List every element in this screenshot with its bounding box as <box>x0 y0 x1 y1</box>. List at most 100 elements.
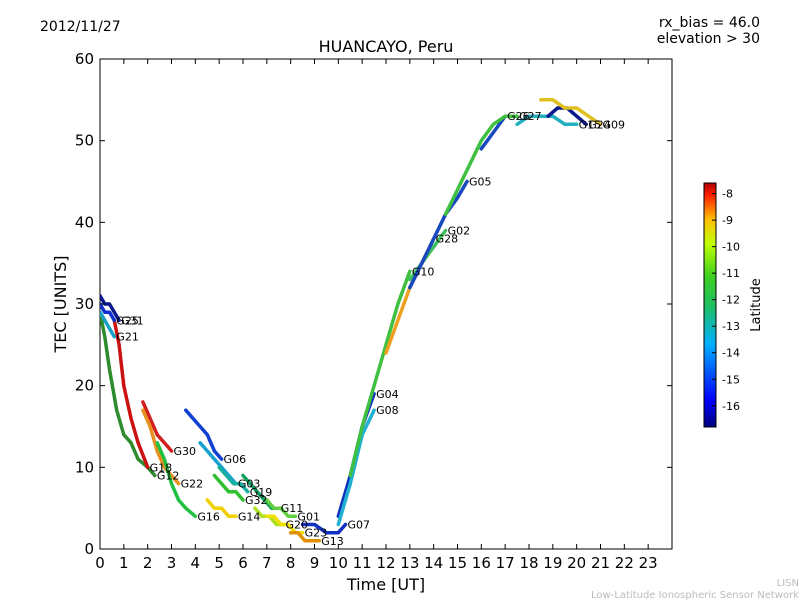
y-axis-label: TEC [UNITS] <box>51 256 70 354</box>
series-label: G25 <box>116 314 139 327</box>
x-tick-label: 10 <box>329 554 348 572</box>
x-tick-label: 7 <box>262 554 272 572</box>
series-line-g06 <box>184 408 224 461</box>
colorbar-ticks: -8 -9 -10 -11 -12 -13 -14 -15 -16 <box>712 188 740 413</box>
series-label: G21 <box>116 331 139 344</box>
series-label: G07 <box>347 519 370 532</box>
x-tick-label: 3 <box>167 554 177 572</box>
x-tick-label: 22 <box>615 554 634 572</box>
series-label: G22 <box>181 478 204 491</box>
series-line-g32 <box>212 473 245 502</box>
series-label: G28 <box>436 233 459 246</box>
series-label: G32 <box>245 494 268 507</box>
x-tick-label: 14 <box>424 554 443 572</box>
series-line-g08 <box>336 408 376 527</box>
plot-area <box>99 58 673 550</box>
x-tick-label: 21 <box>591 554 610 572</box>
x-tick-label: 18 <box>519 554 538 572</box>
colorbar-tick-label: -9 <box>722 214 733 227</box>
series-line-g02 <box>408 228 448 282</box>
series-label: G04 <box>376 388 399 401</box>
x-tick-label: 23 <box>639 554 658 572</box>
series-line-g09 <box>539 98 603 127</box>
footer-org-full: Low-Latitude Ionospheric Sensor Network <box>591 590 799 600</box>
series-label: G23 <box>305 527 328 540</box>
x-tick-label: 8 <box>286 554 296 572</box>
colorbar-tick-label: -14 <box>722 347 740 360</box>
series-line-g07 <box>300 522 348 535</box>
series-line-g22 <box>141 408 181 486</box>
x-tick-label: 16 <box>472 554 491 572</box>
x-tick-label: 11 <box>353 554 372 572</box>
series-line-g10 <box>348 269 412 478</box>
series-label: G05 <box>469 176 492 189</box>
series-label: G16 <box>197 510 220 523</box>
series-line-g12 <box>100 310 157 478</box>
series-label: G31 <box>121 314 144 327</box>
series-label: G18 <box>150 461 173 474</box>
x-tick-label: 1 <box>119 554 129 572</box>
series-line-g13 <box>288 530 322 543</box>
date-label: 2012/11/27 <box>40 19 121 35</box>
x-axis-label: Time [UT] <box>346 575 425 594</box>
series-line-g25 <box>100 302 117 323</box>
x-tick-label: 4 <box>191 554 201 572</box>
series-label: G10 <box>412 265 435 278</box>
series-label: G12 <box>157 470 180 483</box>
y-tick-label: 60 <box>75 50 94 68</box>
series-layer <box>100 98 603 543</box>
colorbar-tick-label: -15 <box>722 373 740 386</box>
x-tick-label: 19 <box>543 554 562 572</box>
x-axis-ticks: 0 1 2 3 4 5 6 7 8 9 10 11 12 13 14 15 16 17 18 19 20 21 22 23 <box>95 59 658 572</box>
series-label: G13 <box>321 535 344 548</box>
series-label: G08 <box>376 404 399 417</box>
series-line-g31 <box>100 294 121 323</box>
series-line-g21 <box>100 310 117 339</box>
series-line-g26 <box>479 114 507 151</box>
rx-bias-label: rx_bias = 46.0 <box>659 15 760 31</box>
colorbar <box>703 182 717 428</box>
series-label: G20 <box>286 519 309 532</box>
y-tick-label: 0 <box>84 540 94 558</box>
colorbar-tick-label: -11 <box>722 267 740 280</box>
series-line-g19 <box>217 465 250 494</box>
series-label: G27 <box>519 110 542 123</box>
y-tick-label: 10 <box>75 458 94 476</box>
colorbar-tick-label: -10 <box>722 241 740 254</box>
series-label: G02 <box>448 225 471 238</box>
series-label: G03 <box>238 478 261 491</box>
series-line-g18 <box>112 318 150 470</box>
x-tick-label: 0 <box>95 554 105 572</box>
series-line-g30 <box>141 400 174 453</box>
elevation-label: elevation > 30 <box>657 31 760 47</box>
x-tick-label: 6 <box>238 554 248 572</box>
x-tick-label: 2 <box>143 554 153 572</box>
y-tick-label: 50 <box>75 132 94 150</box>
series-label: G19 <box>250 486 273 499</box>
series-line-g14 <box>205 498 238 519</box>
series-label: G24 <box>588 118 611 131</box>
x-tick-label: 20 <box>567 554 586 572</box>
series-line-g01 <box>265 498 298 519</box>
x-tick-label: 9 <box>310 554 320 572</box>
y-tick-label: 40 <box>75 213 94 231</box>
x-tick-label: 15 <box>448 554 467 572</box>
series-label-layer: G12G31G18G25G21G30G22G16G06G03G19G32G11G… <box>116 110 625 548</box>
x-tick-label: 17 <box>496 554 515 572</box>
series-label: G30 <box>174 445 197 458</box>
x-tick-label: 13 <box>400 554 419 572</box>
series-label: G26 <box>507 110 530 123</box>
series-line-g03 <box>198 441 238 486</box>
x-tick-label: 5 <box>214 554 224 572</box>
y-tick-label: 20 <box>75 377 94 395</box>
series-line-g16 <box>155 441 198 519</box>
y-tick-label: 30 <box>75 295 94 313</box>
colorbar-tick-label: -13 <box>722 320 740 333</box>
series-label: G15 <box>579 118 602 131</box>
series-label: G14 <box>238 510 261 523</box>
colorbar-tick-label: -16 <box>722 400 740 413</box>
series-line-g05 <box>408 179 469 290</box>
footer-org-short: LISN <box>777 578 799 589</box>
series-line-g27 <box>443 114 519 216</box>
